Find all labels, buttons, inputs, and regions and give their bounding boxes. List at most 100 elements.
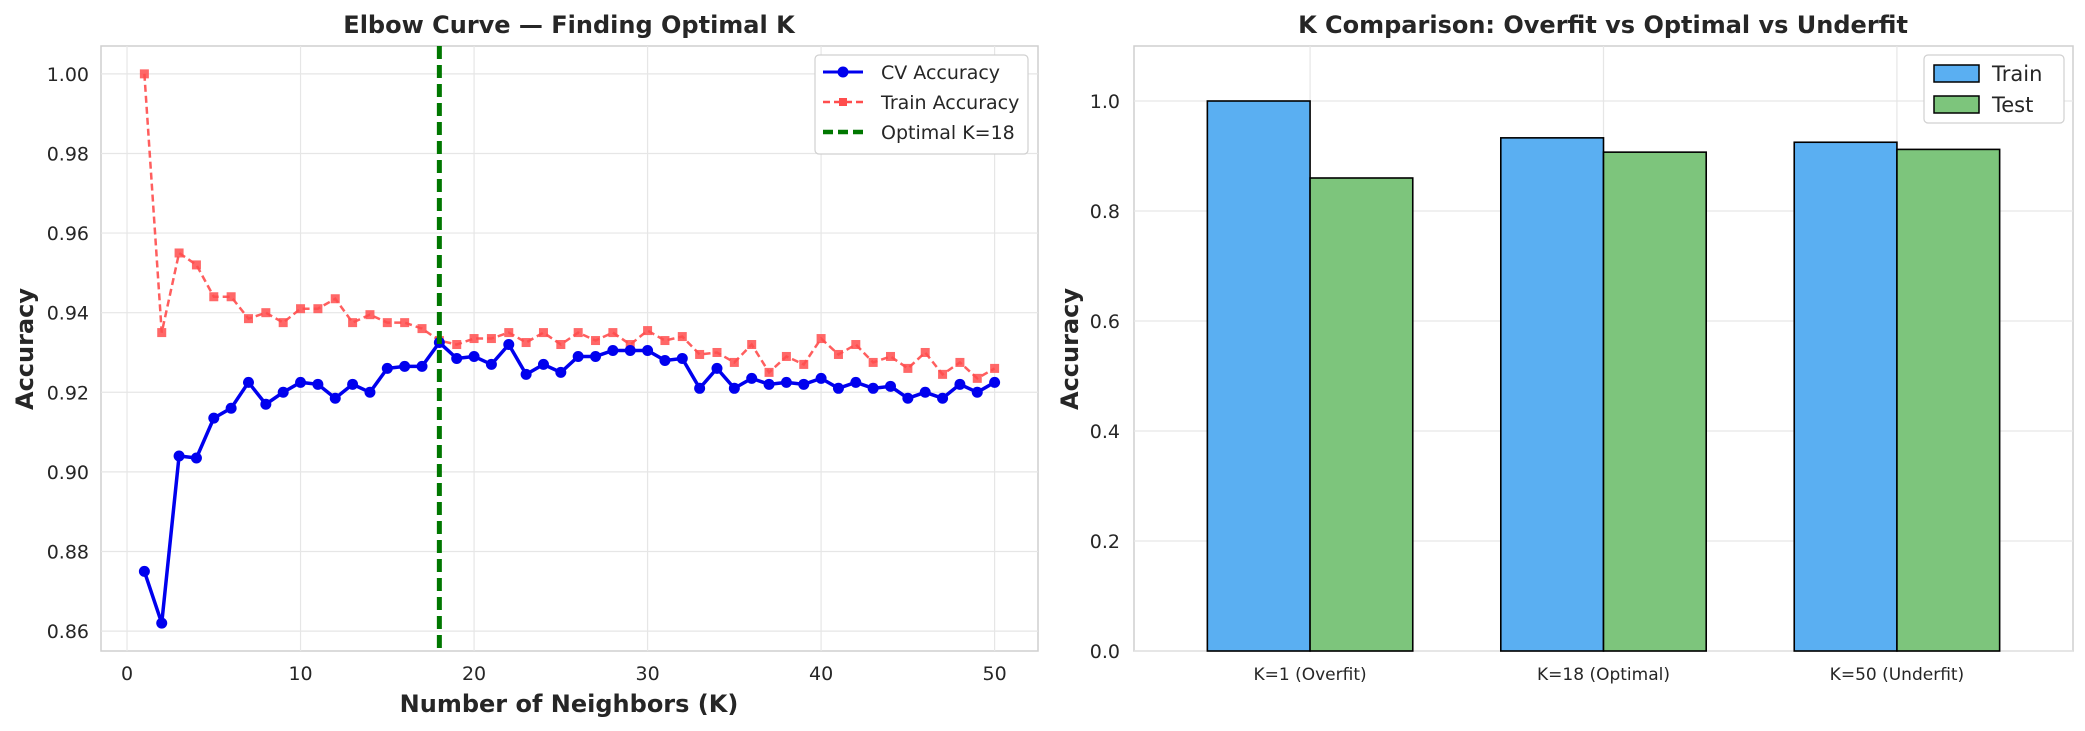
legend-optimal-label: Optimal K=18 xyxy=(881,122,1015,144)
train-accuracy-point xyxy=(209,292,219,302)
elbow-series xyxy=(138,46,1001,651)
cv-accuracy-point xyxy=(780,376,792,388)
elbow-chart-title: Elbow Curve — Finding Optimal K xyxy=(343,11,796,39)
cv-accuracy-point xyxy=(555,366,567,378)
cv-accuracy-point xyxy=(590,350,602,362)
comparison-y-tick-label: 0.8 xyxy=(1090,201,1120,223)
legend-cv-label: CV Accuracy xyxy=(881,62,1000,84)
train-accuracy-point xyxy=(712,347,722,357)
cv-accuracy-point xyxy=(989,376,1001,388)
cv-accuracy-point xyxy=(919,386,931,398)
train-accuracy-point xyxy=(955,357,965,367)
cv-accuracy-point xyxy=(190,452,202,464)
train-accuracy-point xyxy=(469,334,479,344)
cv-accuracy-point xyxy=(520,368,532,380)
cv-accuracy-point xyxy=(173,450,185,462)
comparison-y-tick-label: 0.2 xyxy=(1090,531,1120,553)
comparison-y-tick-label: 0.4 xyxy=(1090,421,1120,443)
cv-accuracy-point xyxy=(694,382,706,394)
elbow-y-tick-label: 0.86 xyxy=(47,621,89,643)
cv-accuracy-point xyxy=(607,344,619,356)
cv-accuracy-point xyxy=(138,565,150,577)
train-accuracy-point xyxy=(833,349,843,359)
cv-accuracy-point xyxy=(399,360,411,372)
legend-test-swatch xyxy=(1933,95,1980,114)
cv-accuracy-point xyxy=(728,382,740,394)
cv-accuracy-point xyxy=(832,382,844,394)
train-accuracy-point xyxy=(920,347,930,357)
cv-accuracy-point xyxy=(954,378,966,390)
train-accuracy-point xyxy=(990,363,1000,373)
comparison-x-tick-label: K=18 (Optimal) xyxy=(1537,665,1670,685)
elbow-x-tick-label: 0 xyxy=(121,663,133,685)
elbow-x-tick-label: 30 xyxy=(635,663,659,685)
cv-accuracy-point xyxy=(971,386,983,398)
train-accuracy-point xyxy=(643,326,653,336)
cv-accuracy-point xyxy=(295,376,307,388)
cv-accuracy-point xyxy=(850,376,862,388)
train-accuracy-point xyxy=(781,351,791,361)
legend-cv-marker xyxy=(837,66,849,78)
elbow-y-tick-label: 0.98 xyxy=(47,143,89,165)
test-bar xyxy=(1896,148,2001,652)
train-accuracy-point xyxy=(261,308,271,318)
train-accuracy-point xyxy=(538,328,548,338)
cv-accuracy-point xyxy=(277,386,289,398)
train-accuracy-point xyxy=(816,334,826,344)
cv-accuracy-point xyxy=(798,378,810,390)
elbow-x-axis-label: Number of Neighbors (K) xyxy=(400,690,739,718)
train-accuracy-point xyxy=(608,328,618,338)
cv-accuracy-point xyxy=(381,362,393,374)
legend-train-marker xyxy=(839,98,847,106)
comparison-y-ticks: 0.0 0.2 0.4 0.6 0.8 1.0 xyxy=(1090,91,1120,663)
train-accuracy-point xyxy=(903,363,913,373)
comparison-chart: K Comparison: Overfit vs Optimal vs Unde… xyxy=(1056,11,2074,685)
train-accuracy-point xyxy=(296,304,306,314)
train-accuracy-point xyxy=(677,332,687,342)
train-accuracy-point xyxy=(660,336,670,346)
cv-accuracy-point xyxy=(815,372,827,384)
cv-accuracy-point xyxy=(468,350,480,362)
cv-accuracy-point xyxy=(746,372,758,384)
cv-accuracy-point xyxy=(242,376,254,388)
cv-accuracy-point xyxy=(485,358,497,370)
train-accuracy-point xyxy=(313,304,323,314)
train-accuracy-point xyxy=(625,340,635,350)
train-accuracy-point xyxy=(157,328,167,338)
train-accuracy-point xyxy=(695,349,705,359)
train-accuracy-point xyxy=(486,334,496,344)
cv-accuracy-point xyxy=(329,392,341,404)
train-accuracy-point xyxy=(382,318,392,328)
elbow-y-axis-label: Accuracy xyxy=(11,288,39,410)
cv-accuracy-point xyxy=(208,412,220,424)
elbow-y-tick-label: 0.90 xyxy=(47,462,89,484)
elbow-y-tick-label: 0.88 xyxy=(47,541,89,563)
train-accuracy-point xyxy=(886,351,896,361)
elbow-chart: Elbow Curve — Finding Optimal K 0.86 0.88… xyxy=(11,11,1039,718)
legend-test-text: Test xyxy=(1991,93,2033,117)
cv-accuracy-point xyxy=(885,380,897,392)
train-accuracy-point xyxy=(330,294,340,304)
test-bar xyxy=(1309,177,1414,652)
cv-accuracy-point xyxy=(156,617,168,629)
comparison-bars xyxy=(1206,100,2001,652)
comparison-x-ticks: K=1 (Overfit) K=18 (Optimal) K=50 (Underfi… xyxy=(1253,665,1964,685)
train-accuracy-point xyxy=(365,310,375,320)
cv-accuracy-point xyxy=(537,358,549,370)
train-accuracy-point xyxy=(799,359,809,369)
train-accuracy-point xyxy=(747,340,757,350)
cv-accuracy-point xyxy=(312,378,324,390)
train-accuracy-point xyxy=(764,367,774,377)
elbow-x-tick-label: 20 xyxy=(462,663,486,685)
cv-accuracy-point xyxy=(225,402,237,414)
elbow-x-ticks: 0 10 20 30 40 50 xyxy=(121,663,1007,685)
train-accuracy-point xyxy=(521,338,531,348)
cv-accuracy-point xyxy=(260,398,272,410)
train-accuracy-point xyxy=(417,324,427,334)
legend-train-label: Train Accuracy xyxy=(880,92,1019,114)
comparison-y-tick-label: 0.0 xyxy=(1090,641,1120,663)
train-accuracy-point xyxy=(868,357,878,367)
elbow-legend: CV Accuracy Train Accuracy Optimal K=18 xyxy=(814,54,1029,155)
train-accuracy-point xyxy=(139,69,149,79)
elbow-x-tick-label: 50 xyxy=(983,663,1007,685)
